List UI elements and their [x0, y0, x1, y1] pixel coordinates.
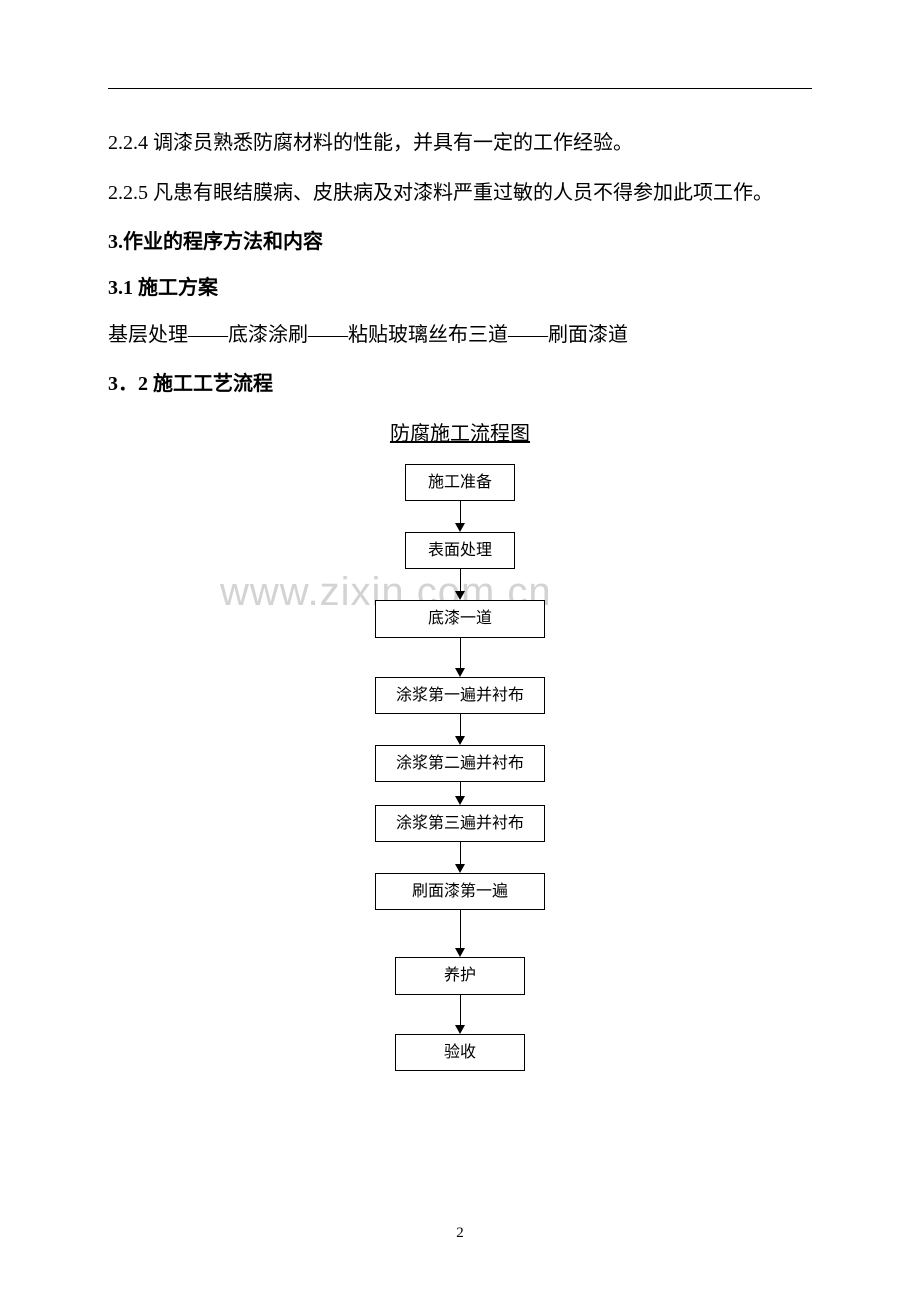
flow-arrow: [455, 910, 465, 957]
content: 2.2.4 调漆员熟悉防腐材料的性能，并具有一定的工作经验。 2.2.5 凡患有…: [108, 119, 812, 1071]
flow-arrow: [455, 782, 465, 805]
top-rule: [108, 88, 812, 89]
flow-arrow: [455, 995, 465, 1034]
heading-3-1: 3.1 施工方案: [108, 265, 812, 311]
flow-node: 涂浆第一遍并衬布: [375, 677, 545, 714]
flow-node: 施工准备: [405, 464, 515, 501]
heading-3-2: 3．2 施工工艺流程: [108, 361, 812, 407]
flow-arrow: [455, 842, 465, 873]
flow-node: 养护: [395, 957, 525, 994]
page-number: 2: [0, 1225, 920, 1242]
flowchart-title: 防腐施工流程图: [108, 417, 812, 446]
flow-node: 表面处理: [405, 532, 515, 569]
heading-3: 3.作业的程序方法和内容: [108, 219, 812, 265]
flow-node: 涂浆第二遍并衬布: [375, 745, 545, 782]
flowchart: 施工准备表面处理底漆一道涂浆第一遍并衬布涂浆第二遍并衬布涂浆第三遍并衬布刷面漆第…: [108, 464, 812, 1071]
flow-arrow: [455, 638, 465, 677]
flow-node: 涂浆第三遍并衬布: [375, 805, 545, 842]
document-page: www.zixin.com.cn 2.2.4 调漆员熟悉防腐材料的性能，并具有一…: [0, 0, 920, 1111]
flow-node: 验收: [395, 1034, 525, 1071]
flow-arrow: [455, 714, 465, 745]
paragraph-scheme: 基层处理——底漆涂刷——粘贴玻璃丝布三道——刷面漆道: [108, 311, 812, 359]
flow-node: 底漆一道: [375, 600, 545, 637]
flow-arrow: [455, 501, 465, 532]
flow-node: 刷面漆第一遍: [375, 873, 545, 910]
paragraph-224: 2.2.4 调漆员熟悉防腐材料的性能，并具有一定的工作经验。: [108, 119, 812, 167]
paragraph-225: 2.2.5 凡患有眼结膜病、皮肤病及对漆料严重过敏的人员不得参加此项工作。: [108, 169, 812, 217]
flow-arrow: [455, 569, 465, 600]
